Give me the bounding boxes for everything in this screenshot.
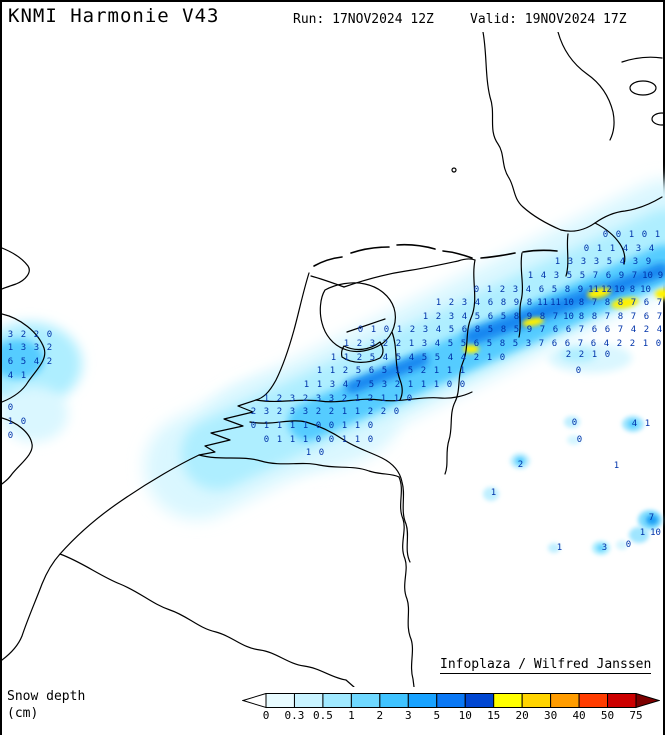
legend-title: Snow depth [7, 689, 86, 704]
helgoland-island [451, 167, 457, 173]
colorbar-wrap: 0 0.3 0.5 1 2 3 5 10 15 20 30 40 50 75 [241, 692, 661, 727]
colorbar-tick-label: 2 [376, 709, 384, 722]
river-ems [518, 252, 524, 338]
coast-england-mid [2, 313, 46, 403]
colorbar-tick-label: 0.3 [284, 709, 305, 722]
river-ijssel [391, 331, 403, 401]
border-fr-be [59, 553, 355, 688]
wadden-island [522, 249, 558, 253]
colorbar-tick-label: 0 [262, 709, 270, 722]
colorbar-segment [578, 693, 609, 708]
run-label: Run: 17NOV2024 12Z [293, 12, 434, 27]
afsluitdijk [310, 275, 345, 288]
river-weser [565, 233, 569, 277]
colorbar [241, 692, 661, 709]
colorbar-segment [379, 693, 409, 708]
yellow-max-blob [611, 297, 639, 309]
colorbar-right-arrow [635, 692, 661, 709]
wadden-island [350, 246, 390, 254]
header: KNMI Harmonie V43 Run: 17NOV2024 12Z Val… [2, 2, 663, 32]
uk-snow-blob [2, 339, 44, 379]
colorbar-segment [265, 693, 295, 708]
lake-ijsselmeer [319, 282, 396, 353]
rivers-rhine-waal [255, 391, 473, 403]
colorbar-segment [607, 693, 637, 708]
colorbar-segment [521, 693, 552, 708]
coast-netherlands-belgium-france [2, 272, 310, 661]
coast-england-north [2, 247, 30, 290]
page-title: KNMI Harmonie V43 [8, 5, 220, 27]
colorbar-segment [493, 693, 523, 708]
colorbar-left-arrow [241, 692, 267, 709]
coast-elbe [560, 196, 663, 232]
colorbar-tick-label: 50 [600, 709, 615, 722]
coast-german-bight [482, 31, 562, 231]
colorbar-segment [436, 693, 466, 708]
colorbar-tick-label: 40 [572, 709, 586, 722]
colorbar-tick-label: 1 [348, 709, 355, 722]
danish-island [651, 112, 665, 126]
houtribdijk [346, 318, 386, 333]
uk-snow-blob [2, 386, 68, 442]
colorbar-segment [350, 693, 381, 708]
wadden-island [396, 243, 436, 250]
coast-denmark [557, 31, 615, 141]
colorbar-tick-label: 30 [543, 709, 558, 722]
colorbar-segment [293, 693, 324, 708]
colorbar-segment [407, 693, 438, 708]
colorbar-tick-label: 0.5 [312, 709, 333, 722]
colorbar-segment [322, 693, 352, 708]
flevoland [341, 341, 384, 363]
border-be-de [398, 476, 415, 688]
coast-friesland-groningen [343, 258, 476, 288]
wadden-island [313, 256, 343, 267]
yellow-max-blob [587, 287, 611, 299]
colorbar-segment [550, 693, 580, 708]
colorbar-tick-label: 5 [433, 709, 441, 722]
coastlines [2, 31, 665, 688]
valid-label: Valid: 19NOV2024 17Z [470, 12, 627, 27]
danish-island [629, 80, 657, 96]
colorbar-tick-label: 20 [515, 709, 529, 722]
colorbar-segment [464, 693, 495, 708]
yellow-max-blob [463, 345, 479, 353]
colorbar-tick-label: 15 [487, 709, 501, 722]
coast-england-south [2, 417, 33, 485]
wadden-island [442, 250, 473, 259]
legend-unit: (cm) [7, 706, 39, 721]
legend: Snow depth (cm) 0 0.3 0.5 1 2 3 5 10 15 20 30 40 50 7… [2, 687, 663, 735]
border-be-nl [198, 454, 400, 478]
border-nl-de [444, 259, 476, 475]
colorbar-tick-label: 3 [404, 709, 412, 722]
coast-denmark-east [621, 56, 663, 63]
colorbar-tick-label: 10 [458, 709, 472, 722]
yellow-max-blob [522, 317, 544, 327]
colorbar-tick-label: 75 [629, 709, 643, 722]
river-maas [249, 420, 411, 563]
snow-shading [2, 179, 665, 555]
elbe-estuary [594, 222, 626, 265]
wadden-island [480, 252, 516, 259]
yellow-max-blob [655, 289, 665, 299]
attribution: Infoplaza / Wilfred Janssen [440, 657, 652, 674]
